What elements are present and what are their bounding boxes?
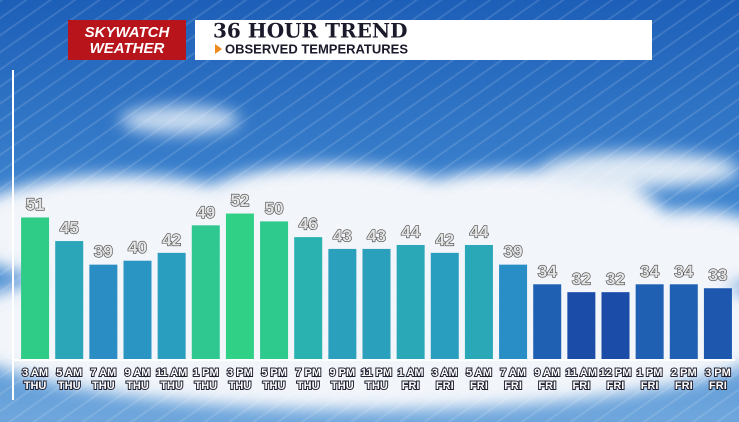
chart-subtitle: OBSERVED TEMPERATURES	[225, 41, 408, 56]
x-tick-label: THU	[126, 380, 149, 392]
bar	[703, 288, 732, 359]
x-tick-label: THU	[365, 380, 388, 392]
value-label: 51	[26, 195, 45, 214]
brand-line: WEATHER	[90, 40, 165, 57]
x-tick-label: FRI	[470, 380, 488, 392]
x-tick-label: FRI	[641, 380, 659, 392]
value-label: 39	[504, 242, 523, 261]
value-label: 34	[640, 262, 659, 281]
x-tick-label: THU	[24, 380, 47, 392]
value-label: 42	[435, 230, 454, 249]
x-tick-label: THU	[263, 380, 286, 392]
x-tick-label: 9 AM	[125, 367, 151, 379]
x-tick-label: FRI	[436, 380, 454, 392]
chart-title: 36 HOUR TREND	[213, 19, 408, 43]
x-tick-label: 2 PM	[671, 367, 697, 379]
bar	[669, 284, 698, 359]
x-tick-label: FRI	[675, 380, 693, 392]
x-tick-label: 5 AM	[56, 367, 82, 379]
bar	[191, 225, 220, 359]
bar	[362, 248, 391, 359]
bar	[123, 260, 152, 359]
x-tick-label: FRI	[709, 380, 727, 392]
x-tick-label: 3 PM	[227, 367, 253, 379]
bar	[430, 252, 459, 359]
bar	[533, 284, 562, 359]
x-tick-label: 9 PM	[330, 367, 356, 379]
value-label: 43	[367, 226, 386, 245]
value-label: 40	[128, 238, 147, 257]
subtitle-arrow	[215, 44, 222, 54]
bar	[328, 248, 357, 359]
x-tick-label: THU	[58, 380, 81, 392]
value-label: 43	[333, 226, 352, 245]
brand-box	[68, 20, 186, 60]
x-tick-label: THU	[229, 380, 252, 392]
x-tick-label: THU	[160, 380, 183, 392]
x-tick-label: FRI	[504, 380, 522, 392]
value-label: 32	[572, 270, 591, 289]
value-label: 44	[469, 222, 488, 241]
x-tick-label: FRI	[607, 380, 625, 392]
bar	[499, 264, 528, 359]
value-label: 52	[230, 191, 249, 210]
x-tick-label: 11 PM	[361, 367, 392, 379]
title-box	[195, 20, 652, 60]
x-tick-label: THU	[297, 380, 320, 392]
x-tick-label: THU	[331, 380, 354, 392]
value-label: 44	[401, 222, 420, 241]
x-tick-label: 1 PM	[193, 367, 219, 379]
x-tick-label: FRI	[572, 380, 590, 392]
value-label: 34	[674, 262, 693, 281]
bar	[21, 217, 50, 359]
value-label: 49	[196, 203, 215, 222]
bar	[294, 237, 323, 359]
value-label: 39	[94, 242, 113, 261]
x-tick-label: 1 PM	[637, 367, 663, 379]
x-tick-label: THU	[92, 380, 115, 392]
x-tick-label: 7 PM	[295, 367, 321, 379]
x-tick-label: 3 AM	[22, 367, 48, 379]
x-tick-label: 7 AM	[90, 367, 116, 379]
value-label: 46	[299, 215, 318, 234]
bar	[396, 244, 425, 359]
x-tick-label: 7 AM	[500, 367, 526, 379]
x-tick-label: 5 PM	[261, 367, 287, 379]
x-tick-label: FRI	[402, 380, 420, 392]
bar	[55, 241, 84, 359]
value-label: 45	[60, 219, 79, 238]
x-tick-label: 11 AM	[566, 367, 597, 379]
value-label: 50	[265, 199, 284, 218]
bar	[157, 252, 186, 359]
bar	[601, 292, 630, 359]
x-tick-label: 3 AM	[432, 367, 458, 379]
value-label: 32	[606, 270, 625, 289]
x-tick-label: 3 PM	[705, 367, 731, 379]
bar	[260, 221, 289, 359]
value-label: 34	[538, 262, 557, 281]
bar	[567, 292, 596, 359]
bar	[635, 284, 664, 359]
brand-line: SKYWATCH	[85, 24, 171, 41]
bar	[225, 213, 254, 359]
x-tick-label: 5 AM	[466, 367, 492, 379]
x-tick-label: THU	[194, 380, 217, 392]
value-label: 33	[708, 266, 727, 285]
bar	[464, 244, 493, 359]
x-tick-label: 1 AM	[398, 367, 424, 379]
x-tick-label: FRI	[538, 380, 556, 392]
bar	[89, 264, 118, 359]
x-tick-label: 11 AM	[156, 367, 187, 379]
value-label: 42	[162, 230, 181, 249]
x-tick-label: 9 AM	[534, 367, 560, 379]
x-tick-label: 12 PM	[600, 367, 632, 379]
